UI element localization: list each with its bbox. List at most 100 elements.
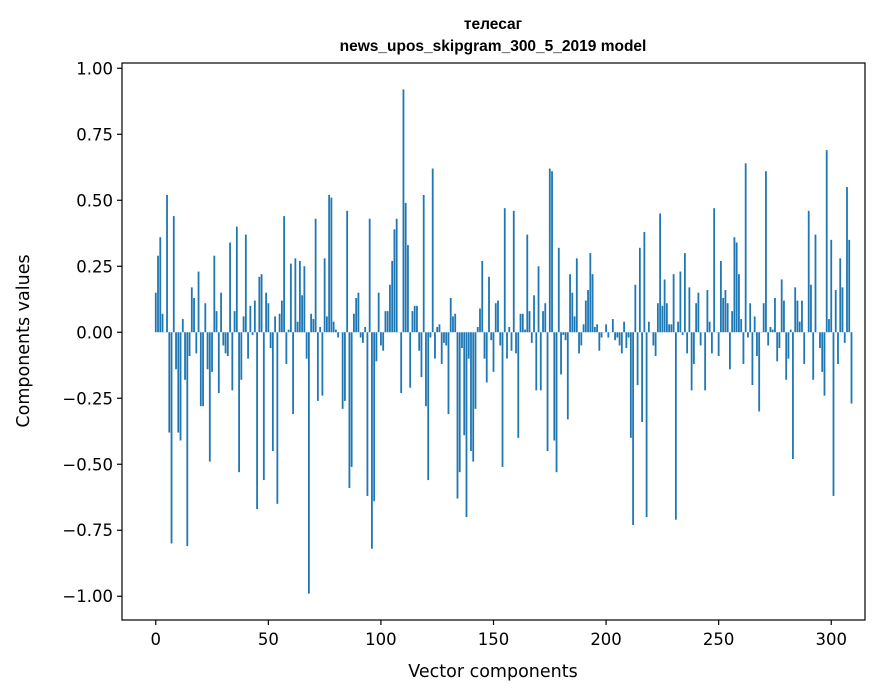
bar-292 [812, 332, 815, 380]
bar-41 [247, 332, 249, 359]
bar-189 [580, 332, 583, 346]
bar-286 [798, 321, 801, 333]
y-tick-label: 0.25 [76, 257, 113, 276]
bar-59 [287, 329, 290, 333]
bar-274 [771, 329, 774, 333]
bar-282 [789, 329, 792, 333]
bar-275 [774, 297, 776, 333]
bar-212 [632, 332, 634, 525]
bar-87 [350, 332, 353, 467]
bar-193 [589, 253, 592, 333]
bar-162 [519, 313, 522, 333]
bar-218 [645, 332, 648, 518]
bar-175 [548, 168, 551, 333]
bar-248 [713, 208, 716, 333]
bar-133 [454, 313, 457, 333]
bar-163 [521, 313, 524, 333]
bar-207 [620, 332, 623, 354]
bar-273 [769, 326, 772, 333]
bar-97 [373, 332, 376, 502]
bar-2 [159, 237, 162, 333]
bar-88 [353, 313, 355, 333]
y-axis-label: Components values [14, 254, 34, 427]
bar-120 [425, 332, 427, 407]
bar-245 [706, 290, 709, 333]
bar-98 [375, 332, 378, 362]
bar-183 [566, 332, 569, 420]
bar-27 [215, 311, 218, 333]
bar-300 [830, 239, 833, 333]
bar-236 [686, 332, 689, 354]
bar-295 [819, 332, 821, 349]
bar-118 [420, 332, 423, 378]
bar-28 [217, 332, 220, 393]
bar-277 [778, 332, 781, 349]
bar-70 [312, 319, 315, 333]
bar-129 [445, 332, 448, 346]
bar-84 [344, 332, 346, 401]
bar-302 [834, 290, 837, 333]
x-tick-label: 0 [151, 630, 162, 649]
bar-109 [400, 332, 403, 393]
bar-169 [535, 332, 538, 391]
bar-116 [416, 305, 418, 333]
bar-18 [195, 332, 198, 354]
bar-213 [634, 284, 637, 333]
bar-125 [436, 326, 439, 333]
bar-235 [683, 253, 686, 333]
bar-96 [371, 332, 373, 549]
bar-115 [413, 305, 416, 333]
bar-208 [623, 321, 625, 333]
bar-77 [328, 194, 331, 333]
bar-6 [168, 332, 171, 433]
bar-290 [807, 210, 810, 333]
bar-91 [359, 332, 362, 338]
bar-159 [512, 210, 515, 333]
bar-37 [238, 332, 240, 473]
bar-223 [656, 303, 659, 333]
bar-191 [584, 300, 587, 333]
bar-62 [294, 258, 297, 333]
bar-112 [407, 245, 409, 333]
bar-19 [197, 271, 200, 333]
bar-149 [490, 332, 493, 341]
bar-83 [341, 332, 344, 409]
bar-136 [461, 332, 463, 349]
bar-242 [699, 332, 702, 346]
bar-239 [692, 332, 695, 364]
bar-204 [614, 332, 616, 341]
bar-276 [776, 332, 779, 362]
bar-225 [661, 305, 664, 333]
bar-247 [711, 332, 713, 354]
bar-222 [654, 332, 657, 357]
bar-228 [668, 324, 671, 333]
bar-130 [447, 332, 450, 415]
bar-252 [722, 297, 725, 333]
bar-268 [758, 332, 761, 412]
bar-240 [695, 303, 698, 333]
bar-291 [810, 284, 812, 333]
bar-110 [402, 89, 405, 333]
bar-172 [542, 311, 544, 333]
bar-185 [571, 292, 574, 333]
bar-281 [787, 332, 790, 359]
bar-205 [616, 332, 619, 338]
bar-66 [303, 266, 306, 333]
bar-49 [265, 292, 267, 333]
bar-280 [785, 332, 788, 380]
bar-140 [470, 332, 472, 452]
bar-29 [220, 292, 222, 333]
bar-95 [368, 218, 371, 333]
bar-246 [708, 321, 711, 333]
bar-180 [560, 332, 562, 375]
bar-186 [573, 316, 576, 333]
bar-114 [411, 311, 414, 333]
bar-7 [170, 332, 173, 544]
bar-307 [846, 187, 848, 333]
bar-173 [544, 303, 547, 333]
bar-305 [841, 287, 844, 333]
bar-146 [483, 332, 486, 359]
bar-179 [557, 247, 560, 333]
bar-25 [211, 332, 213, 372]
bar-253 [724, 290, 727, 333]
